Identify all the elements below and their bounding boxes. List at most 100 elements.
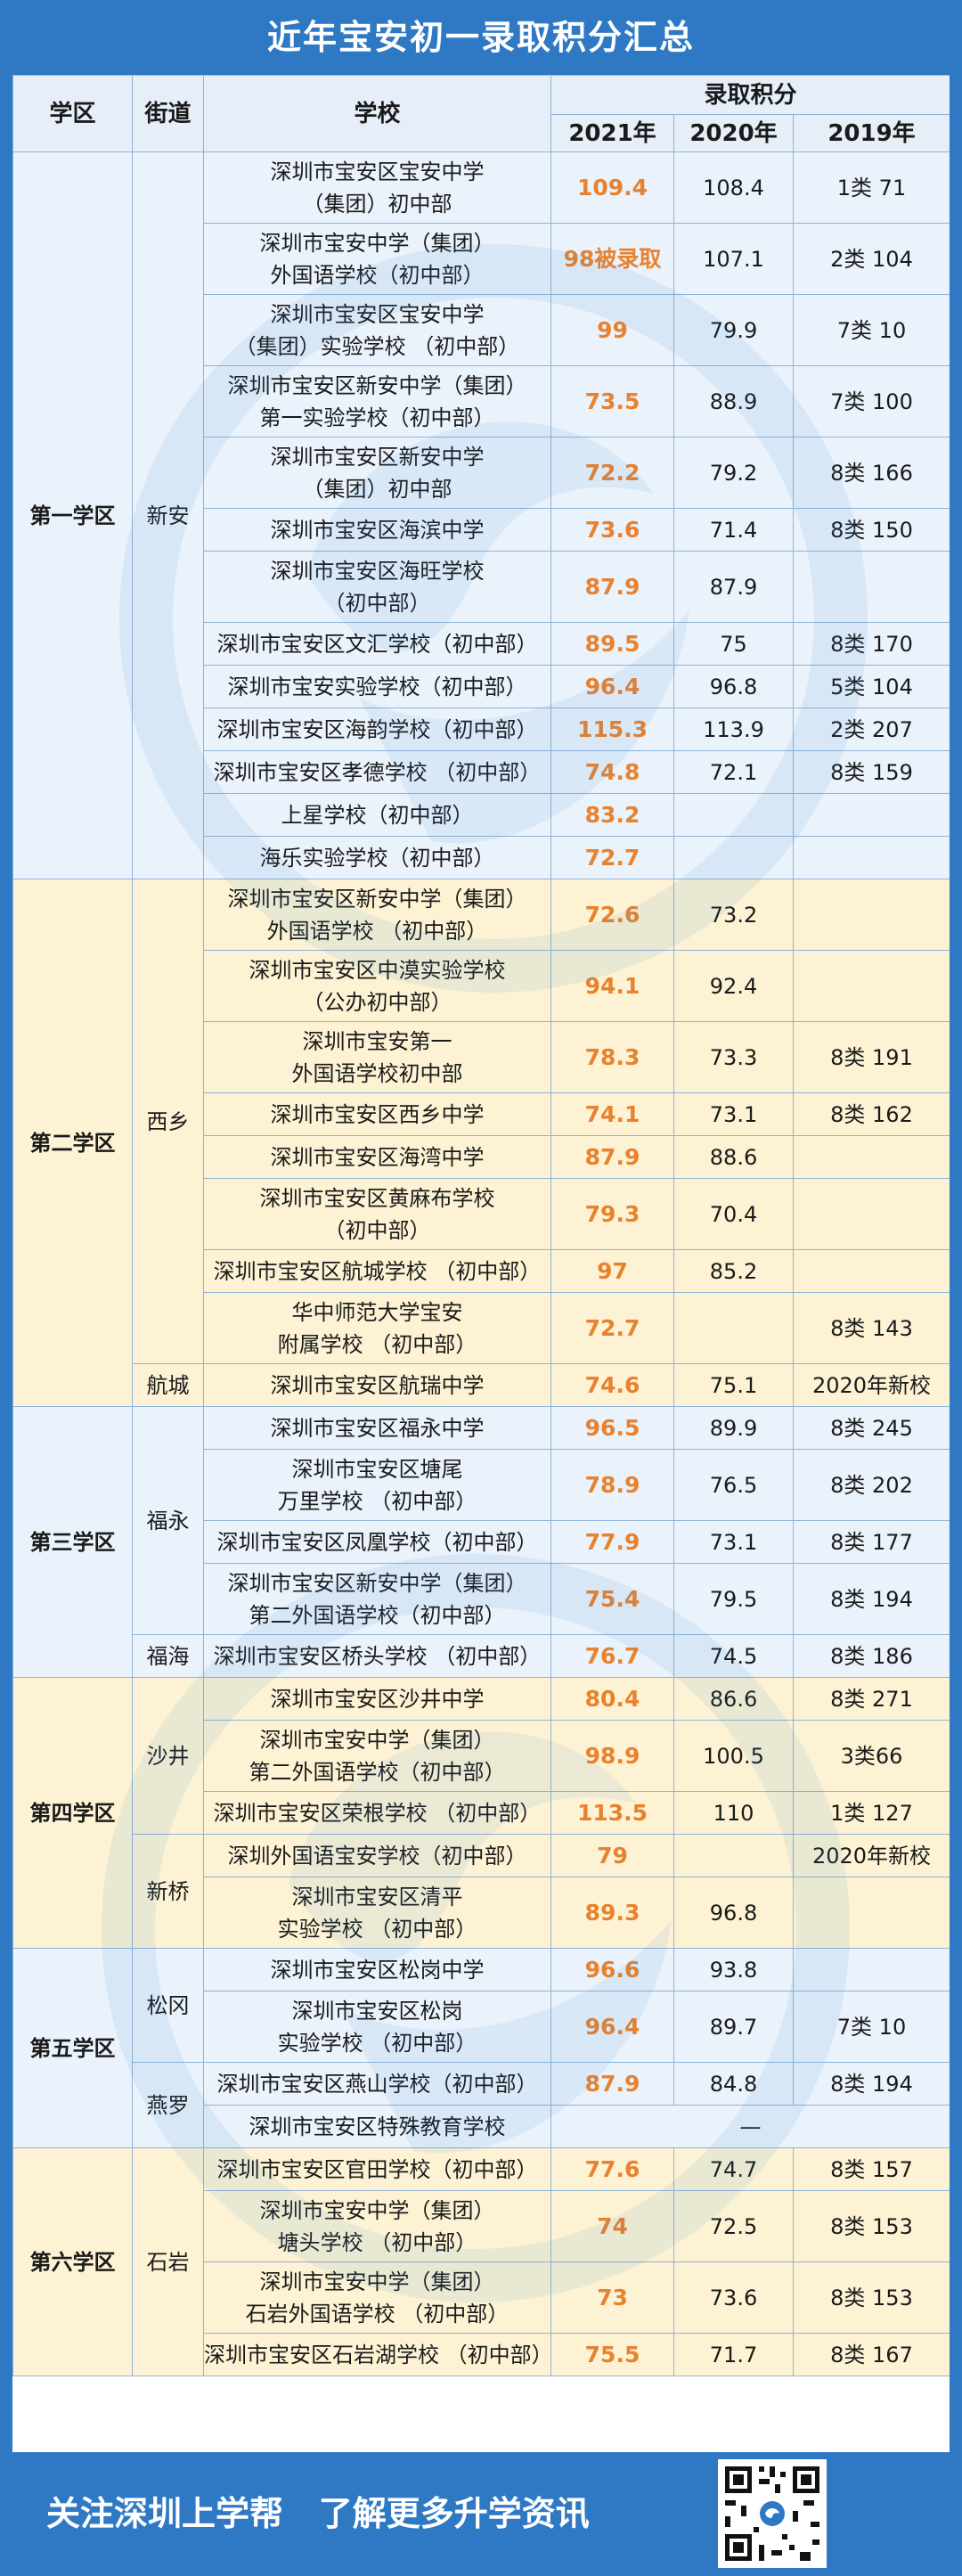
- score-2021-cell: 96.4: [550, 1991, 674, 2063]
- score-2021-cell: 73.6: [550, 508, 674, 552]
- table-row: 深圳市宝安区海滨中学 73.6 71.4 8类 150: [13, 508, 950, 552]
- score-2021-cell: 98被录取: [550, 223, 674, 295]
- school-name-cell: 深圳市宝安区清平 实验学校 （初中部）: [203, 1877, 551, 1949]
- page-title: 近年宝安初一录取积分汇总: [266, 18, 695, 57]
- score-2021-cell: 113.5: [550, 1791, 674, 1835]
- score-2021-cell: 87.9: [550, 2062, 674, 2106]
- table-row: 深圳市宝安区海韵学校（初中部） 115.3 113.9 2类 207: [13, 707, 950, 751]
- score-2020-cell: 76.5: [673, 1449, 794, 1521]
- table-row: 深圳市宝安区海湾中学 87.9 88.6: [13, 1135, 950, 1179]
- score-2020-cell: 89.9: [673, 1406, 794, 1450]
- school-name-cell: 深圳市宝安区新安中学（集团） 第二外国语学校（初中部）: [203, 1563, 551, 1635]
- school-name-cell: 华中师范大学宝安 附属学校 （初中部）: [203, 1292, 551, 1364]
- qr-code-graphic: [718, 2459, 827, 2568]
- score-2019-cell: 8类 186: [792, 1634, 950, 1678]
- score-2020-cell: 70.4: [673, 1178, 794, 1250]
- score-2020-cell: 110: [673, 1791, 794, 1835]
- score-2019-cell: [792, 1249, 950, 1293]
- school-name-cell: 深圳市宝安区中漠实验学校 （公办初中部）: [203, 950, 551, 1022]
- table-row: 深圳市宝安区凤凰学校（初中部） 77.9 73.1 8类 177: [13, 1520, 950, 1564]
- score-2019-cell: 2020年新校: [792, 1834, 950, 1877]
- score-2021-cell: 96.5: [550, 1406, 674, 1450]
- score-2019-cell: 8类 170: [792, 622, 950, 666]
- score-2020-cell: 72.1: [673, 750, 794, 794]
- score-2020-cell: 92.4: [673, 950, 794, 1022]
- table-row: 深圳市宝安中学（集团） 石岩外国语学校 （初中部） 73 73.6 8类 153: [13, 2261, 950, 2334]
- table-row: 华中师范大学宝安 附属学校 （初中部） 72.7 8类 143: [13, 1292, 950, 1364]
- score-2020-cell: 107.1: [673, 223, 794, 295]
- score-2019-cell: 8类 245: [792, 1406, 950, 1450]
- score-2021-cell: 72.7: [550, 1292, 674, 1364]
- score-2019-cell: 8类 157: [792, 2147, 950, 2191]
- school-name-cell: 海乐实验学校（初中部）: [203, 836, 551, 879]
- street-cell: 沙井: [132, 1677, 204, 1835]
- school-name-cell: 上星学校（初中部）: [203, 793, 551, 837]
- school-name-cell: 深圳市宝安区海湾中学: [203, 1135, 551, 1179]
- score-2020-cell: [673, 1292, 794, 1364]
- school-name-cell: 深圳市宝安区燕山学校（初中部）: [203, 2062, 551, 2106]
- score-2019-cell: 2类 104: [792, 223, 950, 295]
- score-2020-cell: 100.5: [673, 1720, 794, 1792]
- score-2019-cell: [792, 793, 950, 837]
- school-name-cell: 深圳市宝安区孝德学校 （初中部）: [203, 750, 551, 794]
- score-2019-cell: [792, 836, 950, 879]
- qr-code-icon[interactable]: [718, 2459, 827, 2568]
- score-2019-cell: 8类 167: [792, 2333, 950, 2376]
- score-2019-cell: 8类 194: [792, 2062, 950, 2106]
- score-2021-cell: 73: [550, 2261, 674, 2334]
- score-2021-cell: 75.5: [550, 2333, 674, 2376]
- table-row: 深圳市宝安区清平 实验学校 （初中部） 89.3 96.8: [13, 1877, 950, 1949]
- score-2020-cell: 71.7: [673, 2333, 794, 2376]
- school-name-cell: 深圳市宝安区海旺学校 （初中部）: [203, 551, 551, 623]
- score-2019-cell: [792, 1948, 950, 1991]
- score-2020-cell: 87.9: [673, 551, 794, 623]
- district-cell: 第四学区: [12, 1677, 133, 1949]
- table-row: 深圳市宝安中学（集团） 第二外国语学校（初中部） 98.9 100.5 3类66: [13, 1720, 950, 1792]
- score-2021-cell: 79.3: [550, 1178, 674, 1250]
- score-2020-cell: 84.8: [673, 2062, 794, 2106]
- score-2020-cell: 73.6: [673, 2261, 794, 2334]
- header-2021: 2021年: [550, 114, 674, 152]
- score-2019-cell: 7类 10: [792, 1991, 950, 2063]
- score-2020-cell: 75.1: [673, 1363, 794, 1407]
- table-row: 深圳市宝安区宝安中学 （集团）实验学校 （初中部） 99 79.9 7类 10: [13, 294, 950, 366]
- score-2020-cell: 79.5: [673, 1563, 794, 1635]
- score-2021-cell: 87.9: [550, 1135, 674, 1179]
- table-row: 第三学区 福永 深圳市宝安区福永中学 96.5 89.9 8类 245: [12, 1406, 950, 1678]
- table-row: 第四学区 沙井 深圳市宝安区沙井中学 80.4 86.6 8类 271: [12, 1677, 950, 1949]
- score-2019-cell: 8类 153: [792, 2261, 950, 2334]
- score-2021-cell: 78.3: [550, 1021, 674, 1093]
- score-2021-cell: 96.6: [550, 1948, 674, 1991]
- school-name-cell: 深圳市宝安区特殊教育学校: [203, 2105, 551, 2148]
- table-row: 深圳市宝安中学（集团） 塘头学校 （初中部） 74 72.5 8类 153: [13, 2190, 950, 2262]
- school-name-cell: 深圳市宝安区航城学校 （初中部）: [203, 1249, 551, 1293]
- score-table-wrap: 学区 街道 学校 录取积分 2021年 2020年 2019年 第一学区 新安 深圳…: [12, 75, 950, 2452]
- score-2019-cell: 8类 194: [792, 1563, 950, 1635]
- score-2021-cell: 97: [550, 1249, 674, 1293]
- score-2020-cell: 74.5: [673, 1634, 794, 1678]
- header-district: 学区: [12, 75, 133, 152]
- school-name-cell: 深圳市宝安区宝安中学 （集团）初中部: [203, 151, 551, 224]
- score-2021-cell: 72.6: [550, 879, 674, 951]
- score-2019-cell: 8类 153: [792, 2190, 950, 2262]
- header-2019: 2019年: [792, 114, 950, 152]
- score-2019-cell: 1类 127: [792, 1791, 950, 1835]
- street-cell: 新桥: [132, 1834, 204, 1949]
- table-row: 深圳市宝安区新安中学（集团） 第二外国语学校（初中部） 75.4 79.5 8类 19…: [13, 1563, 950, 1635]
- school-name-cell: 深圳市宝安区石岩湖学校 （初中部）: [203, 2333, 553, 2376]
- district-cell: 第五学区: [12, 1948, 133, 2148]
- school-name-cell: 深圳市宝安区宝安中学 （集团）实验学校 （初中部）: [203, 294, 551, 366]
- score-2020-cell: [673, 1834, 794, 1877]
- header-score-group: 录取积分: [550, 75, 950, 115]
- school-name-cell: 深圳市宝安区文汇学校（初中部）: [203, 622, 551, 666]
- school-name-cell: 深圳市宝安区沙井中学: [203, 1677, 551, 1721]
- score-2019-cell: 8类 159: [792, 750, 950, 794]
- score-2019-cell: [792, 551, 950, 623]
- score-2020-cell: 73.2: [673, 879, 794, 951]
- table-row: 深圳市宝安区石岩湖学校 （初中部） 75.5 71.7 8类 167: [13, 2333, 950, 2376]
- school-name-cell: 深圳市宝安区航瑞中学: [203, 1363, 551, 1407]
- table-row: 第六学区 石岩 深圳市宝安区官田学校（初中部） 77.6 74.7 8类 157: [12, 2147, 950, 2376]
- score-2020-cell: 88.6: [673, 1135, 794, 1179]
- score-2021-cell: 74: [550, 2190, 674, 2262]
- table-row: 深圳市宝安区航城学校 （初中部） 97 85.2: [13, 1249, 950, 1293]
